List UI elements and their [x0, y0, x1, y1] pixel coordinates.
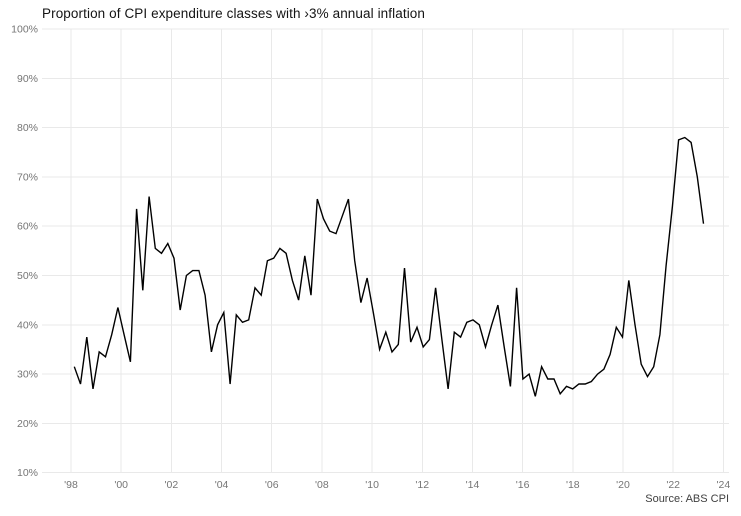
x-tick-label-2020: '20	[616, 479, 630, 491]
y-tick-label-20: 20%	[17, 418, 38, 430]
y-tick-label-100: 100%	[11, 24, 38, 36]
x-tick-label-1998: '98	[64, 479, 78, 491]
x-tick-label-2004: '04	[215, 479, 229, 491]
y-tick-label-80: 80%	[17, 122, 38, 134]
x-tick-label-2018: '18	[566, 479, 580, 491]
source-attribution: Source: ABS CPI	[645, 493, 729, 505]
x-tick-label-2012: '12	[415, 479, 429, 491]
x-tick-label-2002: '02	[165, 479, 179, 491]
y-tick-label-60: 60%	[17, 221, 38, 233]
x-tick-label-2010: '10	[365, 479, 379, 491]
y-tick-label-40: 40%	[17, 319, 38, 331]
y-tick-label-10: 10%	[17, 467, 38, 479]
x-axis-tick-labels: '98 '00 '02 '04 '06 '08 '10 '12 '14 '16 '18 '20 '22 '…	[64, 479, 730, 491]
x-tick-label-2014: '14	[466, 479, 480, 491]
x-tick-label-2016: '16	[516, 479, 530, 491]
y-axis-tick-labels: 100% 90% 80% 70% 60% 50% 40% 30% 20% 10%	[11, 24, 38, 480]
x-tick-label-2000: '00	[114, 479, 128, 491]
inflation-proportion-line	[73, 136, 705, 397]
data-series	[73, 136, 705, 397]
y-tick-label-70: 70%	[17, 171, 38, 183]
x-tick-label-2024: '24	[716, 479, 730, 491]
chart-title: Proportion of CPI expenditure classes wi…	[42, 6, 426, 21]
y-tick-label-90: 90%	[17, 73, 38, 85]
y-tick-label-50: 50%	[17, 270, 38, 282]
y-tick-label-30: 30%	[17, 369, 38, 381]
x-tick-label-2006: '06	[265, 479, 279, 491]
x-tick-label-2022: '22	[666, 479, 680, 491]
x-tick-label-2008: '08	[315, 479, 329, 491]
